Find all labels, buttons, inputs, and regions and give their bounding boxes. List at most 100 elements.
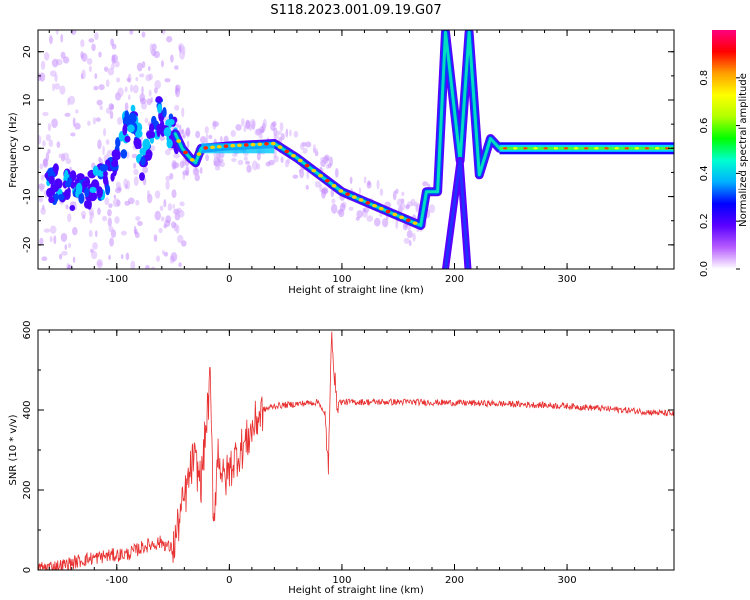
spectrogram-noise-cell: [65, 204, 69, 210]
spectrogram-noise-cell: [125, 252, 130, 261]
spectrogram-noise-cell: [355, 216, 360, 221]
spectrogram-noise-cell: [399, 202, 406, 211]
spectrogram-noise-cell: [154, 80, 161, 90]
spectrogram-noise-cell: [172, 162, 180, 169]
spectrogram-noise-cell: [96, 258, 103, 269]
spectrogram-noise-cell: [164, 219, 171, 227]
spectrogram-noise-cell: [146, 98, 152, 106]
spectrogram-noise-cell: [356, 210, 364, 219]
spectrogram-noise-cell: [41, 256, 48, 262]
spectrogram-noise-cell: [109, 237, 114, 247]
spectrogram-blob: [105, 159, 111, 167]
spectrogram-noise-cell: [153, 234, 158, 242]
snr-y-label: SNR (10 * v/v): [8, 414, 19, 485]
spectrogram-noise-cell: [144, 117, 148, 124]
spectrogram-ridge-core: [173, 30, 674, 227]
colorbar-label: Normalized spectral amplitude: [738, 73, 749, 227]
spectrogram-noise-cell: [129, 30, 134, 35]
spectrogram-noise-cell: [175, 122, 179, 128]
spectrogram-noise-cell: [170, 252, 178, 262]
spectrogram-noise-cell: [42, 140, 46, 147]
spectrogram-blob: [145, 149, 153, 161]
spectrogram-y-label: Frequency (Hz): [8, 112, 19, 188]
spectrogram-noise-cell: [94, 73, 98, 80]
spectrogram-blob: [133, 137, 142, 148]
colorbar-tick-label: 0.8: [699, 70, 710, 86]
spectrogram-noise-cell: [348, 206, 354, 211]
spectrogram-noise-cell: [235, 124, 242, 131]
spectrogram-noise-cell: [172, 203, 175, 210]
spectrogram-peak: [216, 144, 222, 149]
spectrogram-noise-cell: [272, 121, 277, 127]
spectrogram-noise-cell: [256, 152, 261, 161]
spectrogram-flat-segment: [201, 143, 275, 154]
spectrogram-peak: [318, 173, 323, 178]
spectrogram-noise-cell: [154, 87, 158, 94]
spectrogram-noise-cell: [130, 260, 136, 269]
spectrogram-noise-cell: [246, 164, 252, 173]
spectrogram-noise-cell: [379, 188, 384, 196]
spectrogram-blob: [78, 192, 85, 204]
spectrogram-noise-cell: [54, 73, 58, 82]
y-tick-label: 0: [22, 567, 33, 573]
spectrogram-noise-cell: [349, 176, 353, 185]
spectrogram-noise-cell: [107, 208, 112, 217]
spectrogram-noise-cell: [149, 145, 156, 152]
spectrogram-blob: [120, 149, 128, 159]
spectrogram-noise-cell: [321, 188, 328, 194]
spectrogram-blob: [111, 160, 118, 168]
spectrogram-noise-cell: [89, 216, 93, 224]
spectrogram-noise-cell: [145, 264, 150, 269]
spectrogram-peak: [583, 147, 589, 150]
spectrogram-noise-cell: [47, 148, 51, 154]
spectrogram-noise-cell: [94, 32, 99, 41]
spectrogram-noise-cell: [237, 159, 244, 166]
spectrogram-noise-cell: [94, 230, 98, 238]
spectrogram-noise-cell: [293, 130, 299, 138]
spectrogram-noise-cell: [299, 168, 304, 179]
spectrogram-noise-cell: [142, 166, 149, 174]
spectrogram-blob: [54, 193, 59, 202]
spectrogram-noise-cell: [115, 181, 121, 190]
spectrogram-marks: [38, 30, 674, 269]
spectrogram-blob: [52, 163, 59, 173]
spectrogram-blob: [166, 139, 173, 149]
spectrogram-noise-cell: [376, 179, 380, 190]
spectrogram-noise-cell: [117, 87, 124, 98]
spectrogram-peak: [237, 143, 242, 148]
spectrogram-noise-cell: [45, 134, 51, 142]
spectrogram-noise-cell: [51, 118, 58, 129]
snr-marks: [38, 331, 674, 570]
spectrogram-noise-cell: [395, 219, 399, 229]
spectrogram-x-label: Height of straight line (km): [288, 285, 424, 296]
spectrogram-peak: [324, 178, 330, 183]
spectrogram-noise-cell: [374, 217, 381, 227]
spectrogram-noise-cell: [40, 174, 45, 181]
spectrogram-noise-cell: [220, 136, 223, 142]
spectrogram-peak: [203, 146, 209, 150]
spectrogram-noise-cell: [331, 198, 336, 204]
spectrogram-noise-cell: [141, 86, 144, 95]
spectrogram-noise-cell: [265, 161, 271, 167]
spectrogram-peak: [412, 221, 418, 225]
spectrogram-noise-cell: [104, 197, 110, 206]
spectrogram-blob: [157, 103, 163, 114]
spectrogram-noise-cell: [401, 191, 405, 197]
spectrogram-noise-cell: [131, 153, 138, 159]
x-tick-label: -100: [105, 274, 128, 285]
x-tick-label: -100: [105, 575, 128, 586]
spectrogram-noise-cell: [428, 204, 436, 214]
spectrogram-noise-cell: [330, 188, 335, 198]
y-tick-label: 0: [22, 145, 33, 151]
x-tick-label: 300: [558, 575, 577, 586]
spectrogram-blob: [124, 135, 131, 143]
spectrogram-noise-cell: [273, 127, 278, 137]
spectrogram-noise-cell: [90, 248, 94, 253]
spectrogram-noise-cell: [70, 132, 76, 137]
spectrogram-noise-cell: [330, 203, 338, 214]
spectrogram-peak: [654, 147, 660, 150]
spectrogram-noise-cell: [58, 153, 63, 159]
spectrogram-peak: [196, 152, 202, 156]
